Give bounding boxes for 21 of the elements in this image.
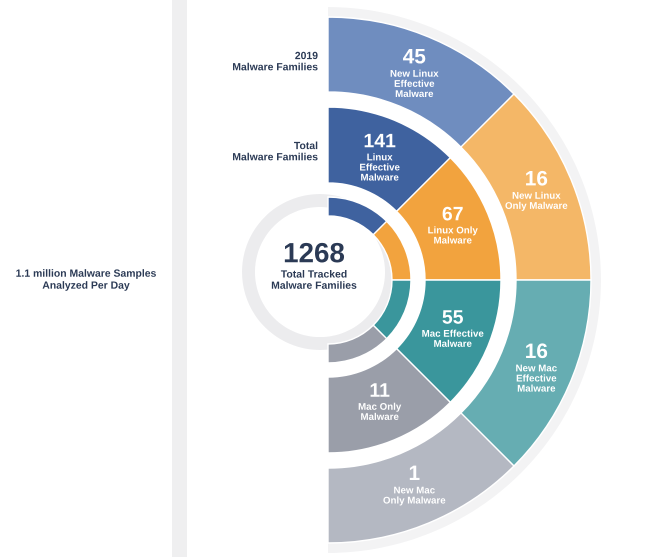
text: 2019 Malware Families [233,52,318,70]
data-label: 1268 [284,242,344,263]
category-label: New Mac Only Malware [383,486,446,506]
data-label: 55 [442,310,463,324]
text: Total Malware Families [233,142,318,160]
data-label: 1 [410,466,420,480]
data-label: 45 [403,49,426,64]
data-label: 16 [526,343,548,358]
category-label: New Mac Effective Malware [516,364,557,392]
category-label: New Linux Effective Malware [390,70,439,98]
category-label: Linux Only Malware [428,226,478,244]
text: 1.1 million Malware Samples Analyzed Per Day [16,269,156,291]
category-label: Mac Only Malware [358,402,402,420]
category-label: Linux Effective Malware [360,153,400,181]
data-label: 11 [370,383,390,397]
data-label: 141 [364,134,396,148]
data-label: 16 [526,170,548,186]
data-label: 67 [442,206,463,220]
category-label: Total Tracked Malware Families [272,270,356,289]
category-label: Mac Effective Malware [422,330,484,347]
category-label: New Linux Only Malware [505,192,568,211]
